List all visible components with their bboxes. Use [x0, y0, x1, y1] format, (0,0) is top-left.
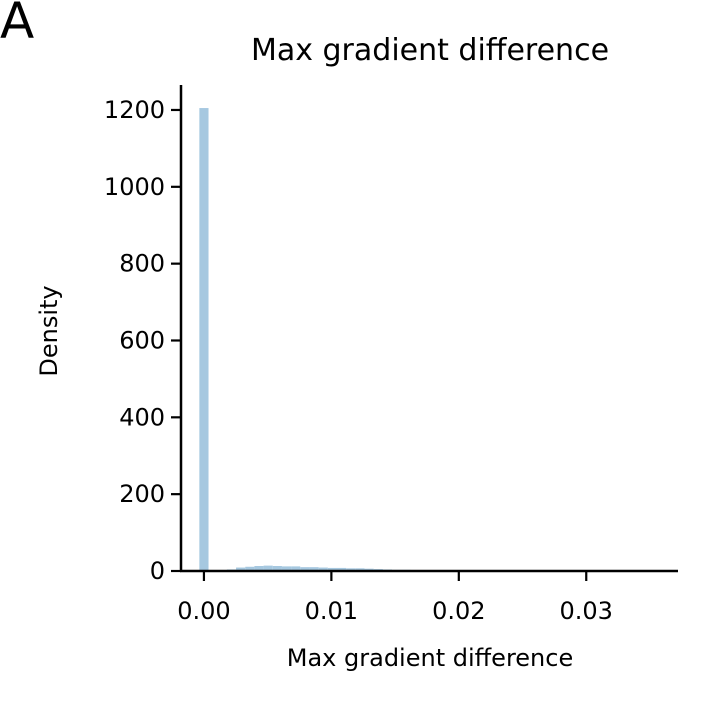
histogram-bar [336, 567, 347, 571]
x-tick-label: 0.03 [560, 597, 613, 625]
axes-group: 0 200 400 600 800 1000 1200 0.00 0.01 0.02 0.03 [104, 85, 678, 625]
histogram-bar [272, 566, 282, 571]
histogram-bar [309, 567, 319, 571]
histogram-bar [318, 567, 328, 571]
y-tick-label: 1000 [104, 173, 165, 201]
y-tick-label: 1200 [104, 96, 165, 124]
x-tick-label: 0.01 [305, 597, 358, 625]
histogram-bar [281, 566, 292, 571]
y-axis-title: Density [35, 285, 63, 376]
histogram-bar [291, 566, 301, 571]
y-tick-label: 600 [119, 326, 165, 354]
chart-title: Max gradient difference [251, 33, 609, 68]
y-tick-label: 800 [119, 250, 165, 278]
histogram-bar [245, 566, 255, 571]
histogram-bar [254, 566, 264, 571]
histogram-bar [355, 568, 365, 571]
bars-group [199, 108, 591, 571]
y-tick-label: 400 [119, 403, 165, 431]
histogram-bar [327, 567, 337, 571]
histogram-bar [263, 565, 273, 571]
histogram-bar [199, 108, 209, 571]
y-tick-label: 200 [119, 480, 165, 508]
histogram-bar [236, 567, 246, 571]
x-axis-title: Max gradient difference [287, 644, 573, 672]
histogram-bar [346, 568, 356, 571]
panel-label: A [0, 0, 35, 50]
y-tick-label: 0 [150, 557, 165, 585]
x-tick-label: 0.00 [177, 597, 230, 625]
x-tick-label: 0.02 [432, 597, 485, 625]
histogram-bar [300, 567, 310, 571]
